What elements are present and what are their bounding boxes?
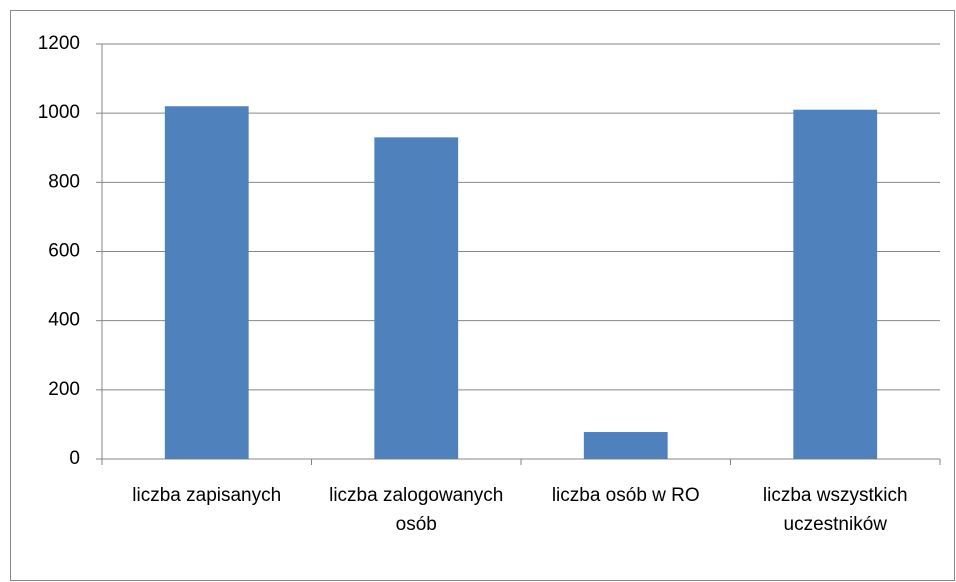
y-tick-label: 1200: [38, 33, 80, 54]
bar: [374, 137, 459, 459]
y-tick-label: 200: [48, 379, 80, 400]
bar: [583, 432, 668, 459]
y-tick-label: 400: [48, 310, 80, 331]
x-tick-label: liczba wszystkich uczestników: [762, 485, 908, 535]
x-tick-label: liczba osób w RO: [551, 485, 700, 506]
y-tick-label: 600: [48, 241, 80, 262]
x-tick-label: liczba zalogowanych osób: [329, 485, 504, 535]
bar: [793, 109, 878, 459]
y-tick-label: 0: [69, 448, 80, 469]
y-tick-label: 1000: [38, 102, 80, 123]
bar: [164, 106, 249, 459]
y-tick-label: 800: [48, 171, 80, 192]
x-tick-label: liczba zapisanych: [132, 485, 282, 506]
